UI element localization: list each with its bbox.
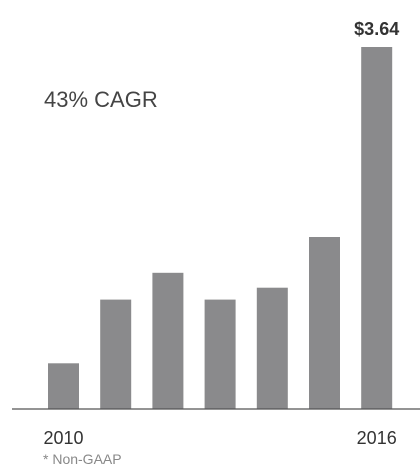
x-tick-labels: 2010 2016 [43, 428, 396, 448]
cagr-annotation: 43% CAGR [44, 87, 158, 112]
x-tick-label-2010: 2010 [43, 428, 83, 448]
bar-2014 [256, 287, 288, 409]
bars-group [48, 47, 393, 409]
data-label-2016: $3.64 [354, 19, 399, 39]
x-tick-label-2016: 2016 [357, 428, 397, 448]
data-labels: $3.64 [354, 19, 399, 39]
footnote: * Non-GAAP [43, 451, 122, 467]
bar-2016 [361, 47, 393, 409]
bar-2012 [152, 272, 184, 409]
bar-2013 [204, 299, 236, 409]
bar-2010 [48, 363, 79, 409]
bar-2015 [309, 237, 340, 409]
bar-2011 [100, 299, 132, 409]
